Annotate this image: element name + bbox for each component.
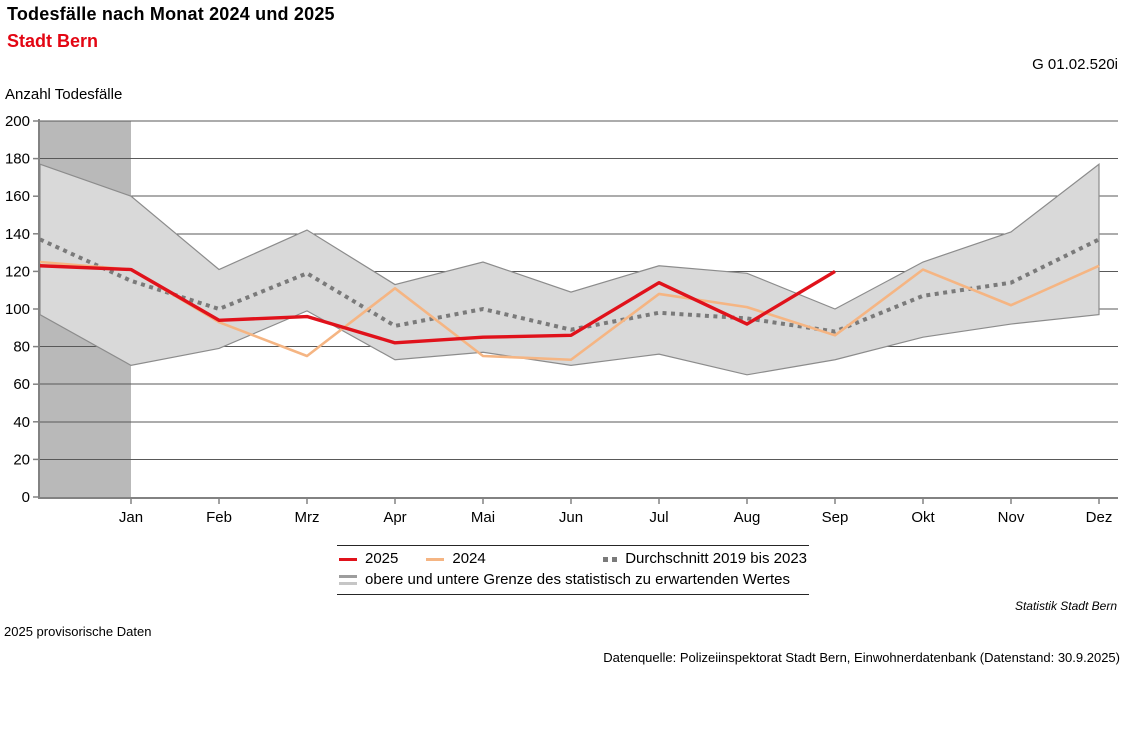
y-tick-label-0: 0 (22, 489, 30, 506)
legend-item-2024: 2024 (426, 549, 486, 569)
x-tick-label-Mai: Mai (471, 509, 495, 526)
legend-swatch-range-band (339, 575, 357, 585)
legend-row-1: 2025 2024 Durchschnitt 2019 bis 2023 (339, 549, 807, 569)
legend-item-average: Durchschnitt 2019 bis 2023 (603, 549, 807, 569)
x-tick-label-Aug: Aug (734, 509, 761, 526)
x-tick-label-Jan: Jan (119, 509, 143, 526)
x-tick-label-Sep: Sep (822, 509, 849, 526)
y-tick-label-180: 180 (5, 151, 30, 168)
y-tick-label-100: 100 (5, 301, 30, 318)
footer-data-source: Datenquelle: Polizeiinspektorat Stadt Be… (603, 650, 1120, 665)
legend-swatch-average-dotted (603, 556, 618, 562)
x-tick-label-Feb: Feb (206, 509, 232, 526)
x-tick-label-Mrz: Mrz (295, 509, 320, 526)
y-tick-label-160: 160 (5, 188, 30, 205)
series-2025-line (39, 264, 836, 345)
series-average-2019-2023-line (39, 237, 1100, 334)
legend-label-2024: 2024 (452, 550, 486, 567)
x-tick-label-Nov: Nov (998, 509, 1025, 526)
y-axis-title: Anzahl Todesfälle (5, 86, 123, 103)
legend-swatch-2024-line (426, 557, 445, 561)
y-tick-label-60: 60 (13, 376, 30, 393)
y-tick-label-120: 120 (5, 263, 30, 280)
x-tick-label-Dez: Dez (1086, 509, 1113, 526)
legend-item-2025: 2025 (339, 549, 398, 569)
page-title: Todesfälle nach Monat 2024 und 2025 (7, 4, 335, 24)
footer-branding: Statistik Stadt Bern (1014, 599, 1117, 613)
y-tick-label-140: 140 (5, 226, 30, 243)
y-tick-label-40: 40 (13, 414, 30, 431)
legend-swatch-2025-line (339, 557, 357, 561)
x-tick-label-Jun: Jun (559, 509, 583, 526)
y-tick-label-200: 200 (5, 113, 30, 130)
legend-row-2: obere und untere Grenze des statistisch … (339, 570, 807, 590)
chart-reference-code: G 01.02.520i (1032, 56, 1118, 73)
x-tick-label-Jul: Jul (649, 509, 668, 526)
y-tick-label-80: 80 (13, 339, 30, 356)
x-tick-label-Apr: Apr (383, 509, 406, 526)
y-tick-label-20: 20 (13, 451, 30, 468)
expected-range-band (39, 163, 1100, 376)
legend: 2025 2024 Durchschnitt 2019 bis 2023 obe… (337, 545, 809, 595)
x-tick-label-Okt: Okt (911, 509, 935, 526)
legend-label-average: Durchschnitt 2019 bis 2023 (625, 550, 807, 567)
legend-label-expected-range: obere und untere Grenze des statistisch … (365, 571, 790, 588)
footnote-provisional-data: 2025 provisorische Daten (4, 624, 152, 639)
legend-item-expected-range: obere und untere Grenze des statistisch … (339, 570, 790, 590)
series-2024-line (39, 260, 1100, 362)
legend-label-2025: 2025 (365, 550, 399, 567)
page-subtitle: Stadt Bern (7, 31, 99, 51)
